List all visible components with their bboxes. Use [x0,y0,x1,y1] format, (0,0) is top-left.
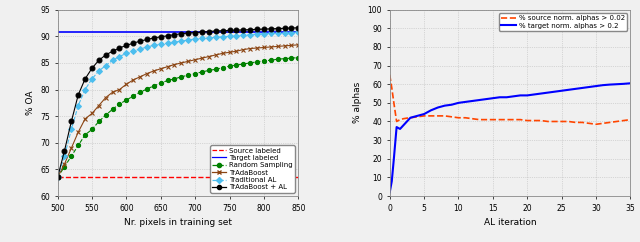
% target norm. alphas > 0.2 [579,86,586,89]
% target norm. alphas > 0.2 [476,98,483,101]
X-axis label: Nr. pixels in training set: Nr. pixels in training set [124,218,232,227]
% target norm. alphas > 0.2 [441,104,449,107]
% source norm. alphas > 0.02 [386,74,394,76]
Legend: Source labeled, Target labeled, Random Sampling, TrAdaBoost, Traditional AL, TrA: Source labeled, Target labeled, Random S… [211,145,295,193]
Y-axis label: % OA: % OA [26,91,35,115]
% source norm. alphas > 0.02 [620,119,627,122]
% source norm. alphas > 0.02 [476,118,483,121]
% target norm. alphas > 0.2 [613,83,621,86]
% source norm. alphas > 0.02 [592,123,600,126]
% source norm. alphas > 0.02 [509,118,517,121]
% target norm. alphas > 0.2 [551,90,559,93]
% target norm. alphas > 0.2 [503,96,511,99]
% target norm. alphas > 0.2 [586,86,593,89]
% source norm. alphas > 0.02 [613,120,621,123]
% target norm. alphas > 0.2 [531,93,538,96]
% source norm. alphas > 0.02 [403,117,411,120]
% source norm. alphas > 0.02 [399,117,407,120]
% target norm. alphas > 0.2 [403,120,411,123]
% source norm. alphas > 0.02 [434,114,442,117]
% target norm. alphas > 0.2 [388,180,396,182]
% target norm. alphas > 0.2 [406,116,414,119]
Legend: % source norm. alphas > 0.02, % target norm. alphas > 0.2: % source norm. alphas > 0.02, % target n… [499,13,627,31]
% target norm. alphas > 0.2 [482,98,490,101]
% source norm. alphas > 0.02 [393,120,401,123]
% source norm. alphas > 0.02 [482,118,490,121]
% source norm. alphas > 0.02 [599,122,607,125]
Line: % source norm. alphas > 0.02: % source norm. alphas > 0.02 [390,75,630,124]
% source norm. alphas > 0.02 [537,119,545,122]
% target norm. alphas > 0.2 [427,109,435,112]
% target norm. alphas > 0.2 [509,95,517,98]
% target norm. alphas > 0.2 [599,84,607,87]
% target norm. alphas > 0.2 [606,83,614,86]
% target norm. alphas > 0.2 [592,85,600,88]
% source norm. alphas > 0.02 [454,116,462,119]
% target norm. alphas > 0.2 [393,126,401,129]
% target norm. alphas > 0.2 [461,100,469,103]
% source norm. alphas > 0.02 [420,114,428,117]
% target norm. alphas > 0.2 [420,113,428,115]
% target norm. alphas > 0.2 [434,106,442,109]
% target norm. alphas > 0.2 [516,94,524,97]
% target norm. alphas > 0.2 [448,103,456,106]
% source norm. alphas > 0.02 [551,120,559,123]
% source norm. alphas > 0.02 [413,115,421,118]
% source norm. alphas > 0.02 [468,117,476,120]
% source norm. alphas > 0.02 [448,115,456,118]
% target norm. alphas > 0.2 [413,114,421,117]
% source norm. alphas > 0.02 [396,118,404,121]
Line: % target norm. alphas > 0.2: % target norm. alphas > 0.2 [390,83,630,192]
% source norm. alphas > 0.02 [564,120,572,123]
% source norm. alphas > 0.02 [579,121,586,124]
% target norm. alphas > 0.2 [524,94,531,97]
% target norm. alphas > 0.2 [620,82,627,85]
% target norm. alphas > 0.2 [396,128,404,130]
% source norm. alphas > 0.02 [388,86,396,89]
% source norm. alphas > 0.02 [390,101,397,104]
% target norm. alphas > 0.2 [496,96,504,99]
% target norm. alphas > 0.2 [544,91,552,94]
% source norm. alphas > 0.02 [441,114,449,117]
% source norm. alphas > 0.02 [503,118,511,121]
Y-axis label: % alphas: % alphas [353,82,362,123]
% source norm. alphas > 0.02 [558,120,566,123]
% source norm. alphas > 0.02 [531,119,538,122]
% source norm. alphas > 0.02 [427,114,435,117]
% source norm. alphas > 0.02 [461,116,469,119]
% source norm. alphas > 0.02 [606,121,614,124]
X-axis label: AL iteration: AL iteration [484,218,536,227]
% target norm. alphas > 0.2 [627,82,634,85]
% target norm. alphas > 0.2 [454,101,462,104]
% target norm. alphas > 0.2 [572,87,579,90]
% source norm. alphas > 0.02 [572,121,579,124]
% target norm. alphas > 0.2 [399,124,407,127]
% target norm. alphas > 0.2 [558,89,566,92]
% source norm. alphas > 0.02 [406,116,414,119]
% source norm. alphas > 0.02 [627,118,634,121]
% source norm. alphas > 0.02 [544,120,552,123]
% target norm. alphas > 0.2 [537,92,545,95]
% source norm. alphas > 0.02 [524,119,531,122]
% source norm. alphas > 0.02 [516,118,524,121]
% target norm. alphas > 0.2 [468,99,476,102]
% source norm. alphas > 0.02 [489,118,497,121]
% target norm. alphas > 0.2 [489,97,497,100]
% target norm. alphas > 0.2 [386,191,394,194]
% source norm. alphas > 0.02 [496,118,504,121]
% source norm. alphas > 0.02 [586,122,593,125]
% target norm. alphas > 0.2 [564,88,572,91]
% target norm. alphas > 0.2 [390,157,397,160]
